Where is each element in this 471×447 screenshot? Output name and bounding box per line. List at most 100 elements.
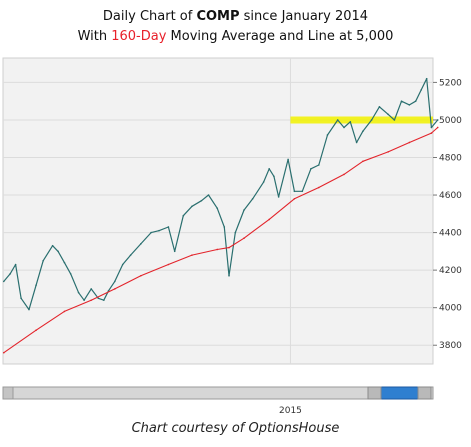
- price-point: [207, 194, 210, 196]
- moving-average-point: [216, 248, 219, 251]
- moving-average-point: [2, 351, 5, 354]
- moving-average-line: [3, 127, 439, 354]
- price-point: [182, 214, 185, 217]
- price-point: [121, 263, 124, 266]
- price-point: [191, 205, 193, 208]
- price-point: [69, 273, 72, 275]
- y-axis: 3800 4000 4200 4400 4600 4800 5000 5200: [433, 78, 462, 351]
- price-point: [370, 119, 373, 121]
- y-tick-label: 4200: [439, 266, 462, 276]
- price-point: [42, 259, 44, 262]
- title-suffix: since January 2014: [239, 9, 369, 24]
- price-point: [408, 104, 411, 106]
- chart-title-line-1: Daily Chart of COMP since January 2014: [0, 9, 471, 24]
- moving-average-point: [268, 218, 270, 221]
- price-point: [20, 297, 22, 300]
- y-tick-label: 5000: [439, 116, 462, 126]
- moving-average-point: [436, 126, 439, 129]
- title-prefix: Daily Chart of: [102, 9, 197, 24]
- y-tick-label: 4000: [439, 304, 462, 314]
- price-point: [387, 113, 389, 116]
- price-point: [35, 284, 37, 286]
- moving-average-point: [114, 288, 116, 290]
- moving-average-point: [387, 151, 389, 153]
- price-point: [400, 100, 403, 102]
- y-tick-label: 4800: [439, 153, 462, 163]
- price-point: [114, 280, 116, 283]
- price-point: [378, 106, 381, 108]
- price-point: [243, 209, 245, 211]
- price-point: [103, 299, 105, 301]
- price-point: [150, 231, 152, 234]
- price-point: [310, 167, 312, 170]
- price-point: [349, 121, 352, 123]
- price-point: [173, 250, 176, 253]
- moving-average-point: [90, 299, 93, 301]
- price-point: [57, 250, 59, 253]
- moving-average-point: [63, 310, 66, 313]
- price-point: [414, 100, 417, 102]
- price-point: [393, 119, 396, 121]
- price-point: [251, 197, 254, 200]
- scrollbar-thumb-grip-left[interactable]: [367, 386, 382, 400]
- price-point: [14, 263, 17, 266]
- moving-average-point: [167, 263, 170, 266]
- chart-title-line-2: With 160-Day Moving Average and Line at …: [0, 29, 471, 44]
- moving-average-point: [191, 254, 193, 256]
- moving-average-point: [343, 173, 345, 176]
- scrollbar-left-arrow[interactable]: [2, 386, 14, 400]
- price-point: [97, 297, 100, 300]
- price-point: [2, 280, 5, 283]
- y-tick-label: 3800: [439, 341, 462, 351]
- price-point: [436, 119, 439, 121]
- moving-average-point: [35, 329, 37, 332]
- y-tick-label: 5200: [439, 78, 462, 88]
- moving-average-point: [293, 197, 296, 200]
- moving-average-point: [228, 246, 230, 249]
- price-point: [216, 207, 219, 209]
- moving-average-point: [430, 132, 433, 134]
- price-point: [273, 175, 275, 178]
- price-point: [83, 299, 85, 301]
- price-point: [51, 244, 54, 247]
- moving-average-point: [408, 141, 411, 144]
- price-point: [355, 141, 358, 144]
- price-point: [129, 254, 132, 256]
- price-point: [228, 274, 230, 277]
- title-symbol: COMP: [196, 9, 240, 24]
- price-point: [158, 229, 160, 232]
- moving-average-point: [318, 186, 320, 189]
- price-point: [140, 243, 142, 245]
- price-point: [362, 130, 364, 133]
- price-point: [326, 134, 329, 136]
- price-point: [90, 288, 93, 290]
- price-point: [277, 196, 280, 198]
- price-point: [223, 226, 226, 228]
- price-point: [318, 164, 320, 166]
- price-point: [234, 231, 237, 234]
- moving-average-point: [243, 237, 245, 240]
- y-tick-label: 4400: [439, 229, 462, 239]
- price-point: [200, 199, 203, 202]
- price-point: [9, 273, 11, 275]
- chart-caption: Chart courtesy of OptionsHouse: [131, 421, 340, 436]
- price-point: [77, 291, 80, 294]
- scrollbar[interactable]: [2, 386, 434, 400]
- price-point: [343, 126, 345, 129]
- x-tick-label: 2015: [279, 406, 302, 416]
- scrollbar-thumb-grip-right[interactable]: [417, 386, 432, 400]
- moving-average-point: [140, 274, 142, 277]
- title-line2-highlight: 160-Day: [111, 29, 167, 44]
- price-point: [287, 158, 289, 161]
- grid-lines: [3, 58, 433, 364]
- moving-average-point: [362, 160, 364, 163]
- title-line2-prefix: With: [77, 29, 112, 44]
- price-point: [420, 89, 422, 91]
- price-point: [336, 119, 339, 121]
- price-point: [63, 261, 66, 264]
- price-point: [430, 126, 433, 129]
- price-point: [268, 167, 270, 170]
- price-point: [425, 77, 428, 80]
- series-layer: [2, 77, 439, 354]
